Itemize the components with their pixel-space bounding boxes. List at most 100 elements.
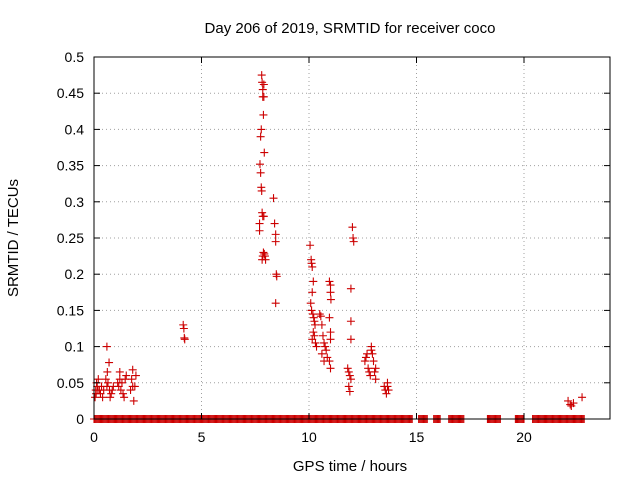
data-point [261, 255, 270, 264]
data-point [320, 338, 329, 347]
data-point [271, 299, 280, 308]
y-tick-label: 0.15 [57, 302, 84, 318]
axis-ticks: 0 5 10 15 20 0 0.05 0.1 0.15 0.2 0.25 0.3 0.35 0.4 0.4… [57, 49, 610, 445]
data-point [259, 212, 268, 221]
data-point [348, 223, 357, 232]
data-point [256, 132, 265, 141]
data-point [371, 364, 380, 373]
data-point [179, 320, 188, 329]
data-point [326, 281, 335, 290]
x-tick-label: 0 [90, 429, 98, 445]
data-point [127, 375, 136, 384]
data-point [128, 365, 137, 374]
data-point [325, 277, 334, 286]
data-point [255, 160, 264, 169]
data-point [360, 357, 369, 366]
y-tick-label: 0.35 [57, 158, 84, 174]
data-point [108, 386, 117, 395]
y-tick-label: 0.25 [57, 230, 84, 246]
data-point [578, 393, 587, 402]
y-tick-label: 0.5 [65, 49, 85, 65]
data-point [310, 317, 319, 326]
y-tick-label: 0.4 [65, 121, 85, 137]
data-point [349, 234, 358, 242]
data-point [257, 125, 266, 134]
data-point [117, 378, 126, 387]
data-point [306, 241, 315, 250]
data-point [270, 219, 279, 228]
data-point [91, 393, 100, 402]
data-point [258, 208, 267, 217]
data-point [257, 71, 266, 80]
data-point [315, 310, 324, 319]
data-point [366, 371, 375, 380]
data-point [255, 219, 264, 228]
data-point [310, 331, 319, 340]
data-point [180, 335, 189, 344]
data-point [384, 386, 393, 395]
data-point [257, 186, 266, 195]
data-point [307, 259, 316, 268]
y-tick-label: 0.05 [57, 375, 84, 391]
data-point [322, 346, 331, 355]
data-point [260, 148, 269, 157]
grid-lines [94, 57, 610, 419]
data-point [317, 320, 326, 329]
data-point [370, 367, 379, 376]
data-point [316, 312, 325, 321]
data-point [343, 364, 352, 373]
data-point [569, 399, 578, 408]
data-point [259, 248, 268, 257]
data-point [259, 110, 268, 119]
data-point [367, 346, 376, 355]
data-point [371, 375, 380, 384]
data-point [326, 335, 335, 344]
data-point [259, 80, 268, 89]
y-tick-label: 0.45 [57, 85, 84, 101]
x-tick-label: 20 [516, 429, 532, 445]
data-point [382, 389, 391, 398]
x-tick-label: 15 [409, 429, 425, 445]
data-point [346, 335, 355, 344]
data-point [103, 367, 112, 376]
data-point [260, 249, 269, 258]
data-point [103, 378, 112, 387]
data-point [345, 371, 354, 380]
data-point [364, 364, 373, 373]
data-point [101, 375, 110, 384]
data-point [272, 272, 281, 281]
data-point [346, 375, 355, 384]
data-point [115, 367, 124, 376]
data-point [349, 237, 358, 246]
data-point [259, 92, 268, 101]
data-point [309, 277, 318, 286]
data-point [345, 387, 354, 396]
data-point [344, 382, 353, 391]
data-point [119, 389, 128, 398]
data-point [120, 393, 129, 402]
data-point [326, 364, 335, 373]
data-point [326, 288, 335, 297]
data-point [309, 313, 318, 322]
data-point [369, 357, 378, 366]
data-point [368, 349, 377, 358]
data-point [129, 396, 138, 405]
data-point [106, 393, 115, 402]
data-point [311, 320, 320, 329]
data-point [361, 353, 370, 362]
data-point [326, 328, 335, 337]
x-tick-label: 10 [301, 429, 317, 445]
data-point [326, 295, 335, 304]
data-point [308, 310, 317, 319]
data-point [258, 78, 267, 87]
x-axis-label: GPS time / hours [293, 458, 407, 475]
data-point [256, 168, 265, 177]
data-point [308, 335, 317, 344]
data-point [179, 324, 188, 333]
data-point [131, 371, 140, 380]
data-point [383, 382, 392, 391]
data-point [255, 226, 264, 235]
data-point [307, 306, 316, 315]
data-point [325, 357, 334, 366]
